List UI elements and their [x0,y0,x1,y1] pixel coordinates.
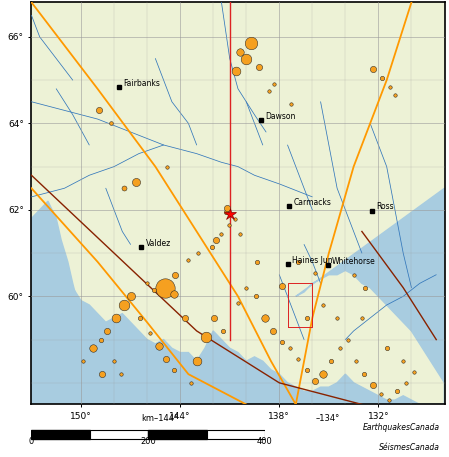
Text: 400: 400 [257,436,273,446]
Text: EarthquakesCanada: EarthquakesCanada [363,423,440,432]
Polygon shape [31,2,445,404]
Bar [90,430,148,439]
Text: Fairbanks: Fairbanks [123,79,160,88]
Polygon shape [296,188,445,404]
Text: SéismesCanada: SéismesCanada [379,443,440,452]
Polygon shape [31,201,78,314]
Text: 0: 0 [29,436,34,446]
Text: Dawson: Dawson [265,112,295,121]
Text: –134°: –134° [316,414,340,423]
Text: 200: 200 [140,436,156,446]
Bar [31,430,90,439]
Text: Ross: Ross [376,202,394,211]
Text: Valdez: Valdez [145,239,171,248]
Text: Carmacks: Carmacks [293,198,331,207]
Text: Haines Jun.: Haines Jun. [292,255,335,265]
Bar [148,430,207,439]
Bar [207,430,265,439]
Polygon shape [31,275,445,404]
Text: Whitehorse: Whitehorse [332,257,376,266]
Text: km–144°: km–144° [141,414,178,423]
